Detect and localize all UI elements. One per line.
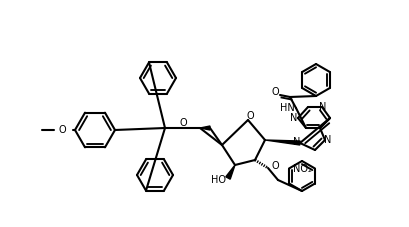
Polygon shape (200, 126, 210, 130)
Text: O: O (271, 87, 279, 97)
Text: NO₂: NO₂ (292, 164, 311, 174)
Text: O: O (179, 118, 187, 128)
Text: HO: HO (211, 175, 225, 185)
Text: O: O (246, 111, 254, 121)
Text: N: N (319, 102, 327, 112)
Polygon shape (226, 165, 235, 179)
Text: N: N (293, 137, 301, 147)
Text: HN: HN (280, 103, 294, 113)
Text: O: O (58, 125, 66, 135)
Polygon shape (265, 140, 300, 145)
Text: N: N (324, 135, 332, 145)
Text: N: N (290, 113, 298, 123)
Text: O: O (271, 161, 279, 171)
